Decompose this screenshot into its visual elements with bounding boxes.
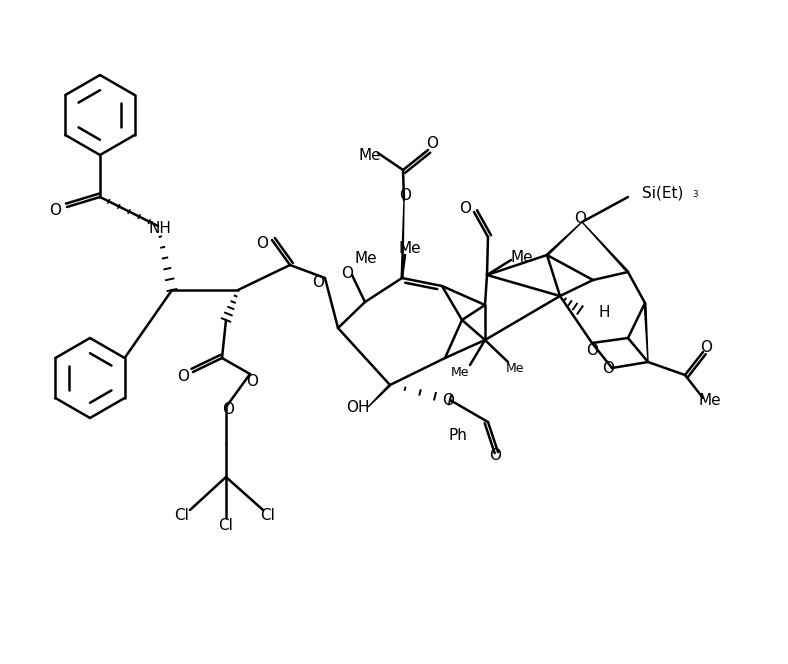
Text: O: O: [312, 274, 324, 290]
Text: Cl: Cl: [175, 509, 189, 523]
Polygon shape: [645, 303, 648, 362]
Text: O: O: [177, 369, 189, 384]
Text: Me: Me: [359, 147, 381, 163]
Text: O: O: [341, 266, 353, 280]
Text: O: O: [602, 361, 614, 376]
Text: O: O: [442, 392, 454, 408]
Text: O: O: [399, 187, 411, 203]
Text: Cl: Cl: [218, 517, 233, 533]
Text: Ph: Ph: [448, 428, 467, 444]
Text: O: O: [489, 448, 501, 463]
Text: O: O: [586, 343, 598, 357]
Text: O: O: [574, 210, 586, 226]
Polygon shape: [546, 222, 582, 256]
Text: O: O: [700, 339, 712, 355]
Text: O: O: [222, 402, 234, 418]
Text: Cl: Cl: [261, 509, 276, 523]
Text: OH: OH: [346, 400, 370, 414]
Polygon shape: [401, 200, 404, 278]
Text: O: O: [426, 135, 438, 151]
Text: O: O: [256, 236, 268, 250]
Text: Me: Me: [355, 250, 377, 266]
Text: Me: Me: [451, 365, 469, 378]
Text: Me: Me: [506, 361, 524, 374]
Text: $_3$: $_3$: [692, 187, 699, 199]
Text: Me: Me: [511, 250, 533, 264]
Text: Me: Me: [699, 392, 721, 408]
Text: O: O: [246, 373, 258, 388]
Text: NH: NH: [149, 220, 172, 236]
Text: O: O: [49, 203, 61, 218]
Text: H: H: [598, 305, 610, 319]
Text: Si(Et): Si(Et): [642, 185, 683, 201]
Polygon shape: [582, 222, 629, 272]
Polygon shape: [368, 384, 391, 407]
Text: O: O: [459, 201, 471, 216]
Text: Me: Me: [399, 240, 422, 256]
